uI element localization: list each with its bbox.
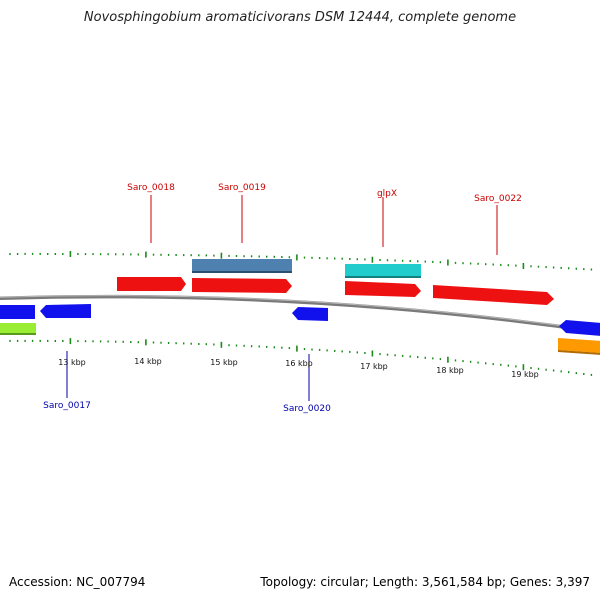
- map-title: Novosphingobium aromaticivorans DSM 1244…: [83, 10, 517, 25]
- cds-bar-steelblue[interactable]: [192, 259, 292, 273]
- gene-label-saro-0019[interactable]: Saro_0019: [218, 183, 266, 193]
- genome-backbone-highlight: [0, 295, 600, 332]
- kbp-label: 14 kbp: [134, 357, 162, 366]
- gene-right-edge-arrow[interactable]: [559, 320, 600, 336]
- gene-saro-0018-arrow[interactable]: [117, 277, 186, 291]
- cds-bar-orange-shadow: [558, 350, 600, 355]
- gene-saro-0022-arrow[interactable]: [433, 285, 554, 305]
- gene-saro-0019-arrow[interactable]: [192, 278, 292, 293]
- cds-bar-steelblue-shadow: [192, 271, 292, 273]
- kbp-label: 17 kbp: [360, 362, 388, 371]
- kbp-label: 19 kbp: [511, 370, 539, 379]
- cds-bar-lime-shadow: [0, 333, 36, 335]
- cds-bar-orange[interactable]: [558, 338, 600, 353]
- genome-backbone: [0, 294, 600, 334]
- accession-text: Accession: NC_007794: [9, 575, 146, 589]
- gene-label-saro-0017[interactable]: Saro_0017: [43, 401, 91, 411]
- genome-summary-text: Topology: circular; Length: 3,561,584 bp…: [260, 575, 590, 589]
- kbp-label: 13 kbp: [58, 358, 86, 367]
- kbp-label: 15 kbp: [210, 358, 238, 367]
- outer-tick-row: [9, 251, 593, 271]
- kbp-scale-labels: 13 kbp 14 kbp 15 kbp 16 kbp 17 kbp 18 kb…: [58, 357, 539, 379]
- gene-saro-0017-arrow[interactable]: [40, 304, 91, 318]
- gene-glpx-arrow[interactable]: [345, 281, 421, 297]
- gene-saro-0020-arrow[interactable]: [292, 307, 328, 321]
- inner-tick-row: [9, 338, 593, 376]
- gene-label-saro-0018[interactable]: Saro_0018: [127, 183, 175, 193]
- cds-bar-cyan[interactable]: [345, 264, 421, 278]
- gene-label-glpx[interactable]: glpX: [377, 189, 397, 199]
- gene-left-edge-arrow[interactable]: [0, 305, 35, 319]
- cds-bar-cyan-shadow: [345, 276, 421, 278]
- gene-label-saro-0020[interactable]: Saro_0020: [283, 404, 331, 414]
- kbp-label: 16 kbp: [285, 359, 313, 368]
- cds-bar-lime[interactable]: [0, 323, 36, 334]
- gene-label-saro-0022[interactable]: Saro_0022: [474, 194, 522, 204]
- kbp-label: 18 kbp: [436, 366, 464, 375]
